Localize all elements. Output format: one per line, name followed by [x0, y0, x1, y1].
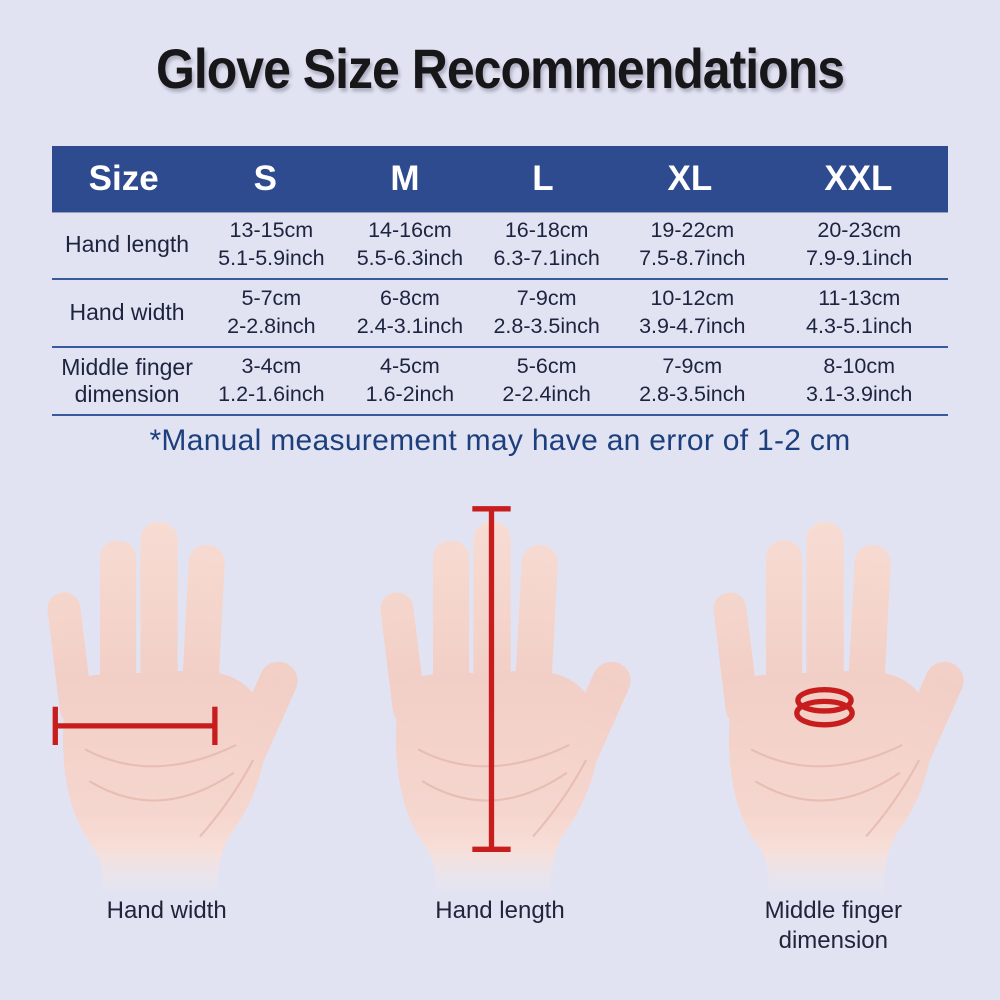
size-cell: 14-16cm 5.5-6.3inch — [341, 217, 480, 273]
size-table: Size S M L XL XXL Hand length 13-15cm 5.… — [52, 146, 948, 416]
header-xxl: XXL — [824, 159, 893, 198]
inch-value: 2.4-3.1inch — [356, 313, 464, 338]
cm-value: 4-5cm — [380, 353, 440, 378]
page-title: Glove Size Recommendations — [0, 38, 1000, 101]
header-m: M — [390, 159, 420, 198]
cm-value: 5-7cm — [241, 285, 302, 310]
figure-label: Middle finger dimension — [764, 897, 903, 954]
inch-value: 6.3-7.1inch — [493, 245, 600, 270]
figure-label: Hand width — [106, 897, 227, 924]
inch-value: 7.9-9.1inch — [806, 245, 913, 270]
figure-hand-length: Hand length — [333, 498, 666, 956]
size-cell: 6-8cm 2.4-3.1inch — [341, 285, 480, 341]
row-label: Middle finger dimension — [61, 353, 193, 407]
page-title-text: Glove Size Recommendations — [155, 37, 845, 101]
cm-value: 8-10cm — [823, 353, 896, 378]
inch-value: 2-2.4inch — [502, 381, 591, 406]
cm-value: 5-6cm — [516, 353, 577, 378]
size-cell: 8-10cm 3.1-3.9inch — [770, 353, 948, 409]
cm-value: 13-15cm — [229, 218, 314, 242]
cm-value: 11-13cm — [818, 285, 901, 310]
table-row-middle-finger: Middle finger dimension 3-4cm 1.2-1.6inc… — [52, 348, 948, 416]
table-row-hand-length: Hand length 13-15cm 5.1-5.9inch 14-16cm … — [52, 212, 948, 280]
inch-value: 2.8-3.5inch — [493, 313, 600, 338]
cm-value: 19-22cm — [650, 218, 735, 242]
inch-value: 2-2.8inch — [227, 313, 316, 338]
inch-value: 7.5-8.7inch — [639, 245, 746, 270]
size-cell: 5-6cm 2-2.4inch — [479, 353, 614, 409]
hand-length-illustration — [366, 506, 633, 892]
cm-value: 7-9cm — [516, 285, 577, 310]
size-cell: 20-23cm 7.9-9.1inch — [770, 217, 948, 273]
header-size: Size — [88, 159, 159, 198]
measurement-note: *Manual measurement may have an error of… — [149, 424, 851, 457]
row-label: Hand width — [69, 299, 185, 326]
inch-value: 1.2-1.6inch — [218, 381, 325, 406]
middle-finger-illustration — [700, 520, 967, 892]
header-l: L — [532, 159, 554, 198]
cm-value: 14-16cm — [368, 218, 452, 242]
size-cell: 11-13cm 4.3-5.1inch — [770, 285, 948, 341]
inch-value: 3.9-4.7inch — [639, 313, 746, 338]
cm-value: 3-4cm — [241, 353, 302, 378]
size-cell: 16-18cm 6.3-7.1inch — [479, 217, 614, 273]
inch-value: 3.1-3.9inch — [806, 381, 913, 406]
size-cell: 13-15cm 5.1-5.9inch — [202, 217, 341, 273]
header-s: S — [253, 159, 277, 198]
size-cell: 19-22cm 7.5-8.7inch — [614, 217, 770, 273]
inch-value: 2.8-3.5inch — [639, 381, 746, 406]
inch-value: 5.5-6.3inch — [356, 245, 464, 270]
cm-value: 7-9cm — [662, 353, 723, 378]
inch-value: 4.3-5.1inch — [806, 313, 913, 338]
cm-value: 6-8cm — [380, 285, 440, 310]
table-header-row: Size S M L XL XXL — [52, 146, 948, 212]
figure-middle-finger: Middle finger dimension — [667, 498, 1000, 956]
size-cell: 3-4cm 1.2-1.6inch — [202, 353, 341, 409]
cm-value: 20-23cm — [817, 218, 902, 242]
inch-value: 5.1-5.9inch — [218, 245, 325, 270]
length-measure-line — [472, 506, 511, 852]
cm-value: 16-18cm — [504, 218, 589, 242]
figure-label: Hand length — [435, 897, 565, 924]
size-cell: 7-9cm 2.8-3.5inch — [614, 353, 770, 409]
size-cell: 4-5cm 1.6-2inch — [341, 353, 480, 409]
header-xl: XL — [667, 159, 713, 198]
cm-value: 10-12cm — [650, 285, 735, 310]
table-row-hand-width: Hand width 5-7cm 2-2.8inch 6-8cm 2.4-3.1… — [52, 280, 948, 348]
figure-hand-width: Hand width — [0, 498, 333, 956]
size-cell: 10-12cm 3.9-4.7inch — [614, 285, 770, 341]
width-measure-line — [52, 706, 218, 746]
row-label: Hand length — [65, 231, 190, 258]
hand-figures: Hand width Hand length — [0, 498, 1000, 956]
finger-ring-marker — [794, 687, 856, 728]
size-cell: 5-7cm 2-2.8inch — [202, 285, 341, 341]
hand-width-illustration — [33, 520, 300, 892]
inch-value: 1.6-2inch — [365, 381, 455, 406]
size-cell: 7-9cm 2.8-3.5inch — [479, 285, 614, 341]
